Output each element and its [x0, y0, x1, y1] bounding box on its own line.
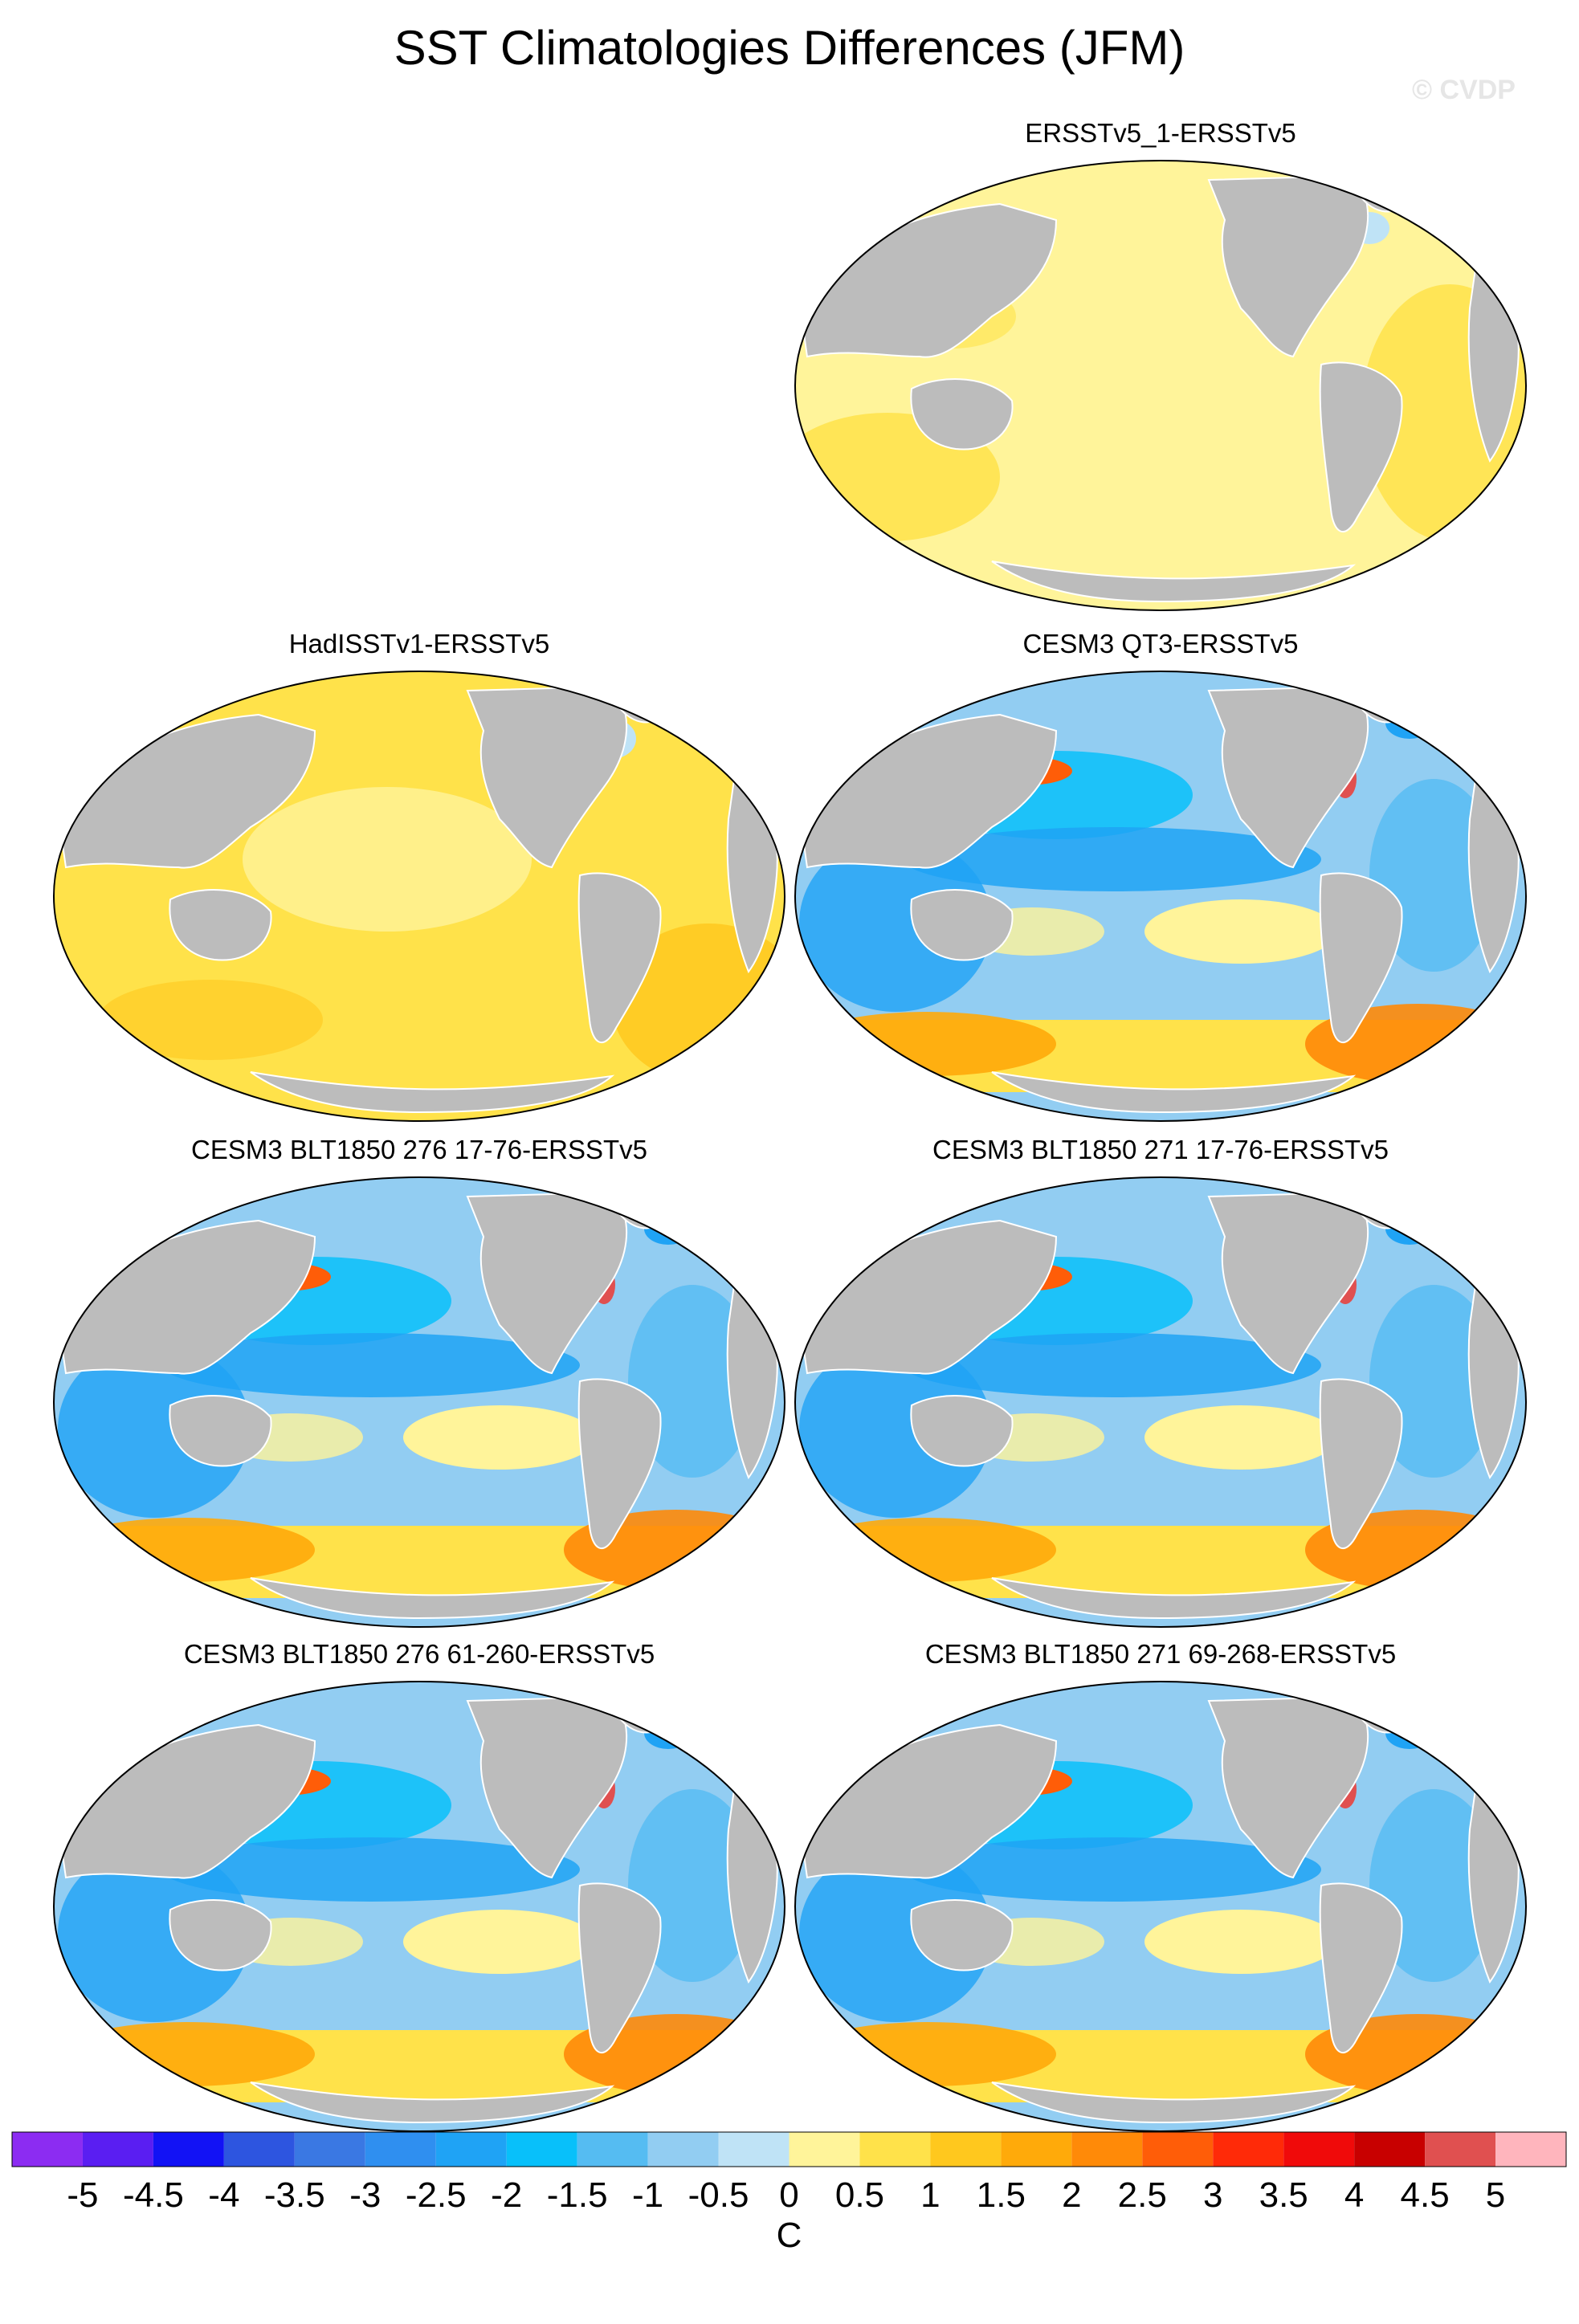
colorbar-tick-label: 4.5	[1401, 2175, 1450, 2215]
colorbar-box	[365, 2132, 436, 2167]
map-globe	[794, 1176, 1527, 1628]
map-panel-ersstv5-1: ERSSTv5_1-ERSSTv5	[791, 117, 1530, 615]
colorbar-tick-label: 3.5	[1259, 2175, 1308, 2215]
colorbar-box	[789, 2132, 860, 2167]
page-title: SST Climatologies Differences (JFM)	[394, 21, 1185, 75]
colorbar-tick-label: -1	[632, 2175, 663, 2215]
colorbar-box	[859, 2132, 931, 2167]
colorbar-box	[223, 2132, 295, 2167]
watermark: © CVDP	[1412, 75, 1516, 105]
colorbar-box	[647, 2132, 719, 2167]
colorbar-box	[1001, 2132, 1072, 2167]
map-globe	[794, 1681, 1527, 2132]
colorbar-tick-label: -2	[491, 2175, 522, 2215]
colorbar-tick-label: 2	[1062, 2175, 1081, 2215]
colorbar-tick-label: -1.5	[547, 2175, 608, 2215]
colorbar-tick-label: 4	[1344, 2175, 1364, 2215]
colorbar-tick-label: -3	[349, 2175, 381, 2215]
panel-title: CESM3 BLT1850 271 17-76-ERSSTv5	[932, 1135, 1389, 1164]
colorbar-box	[577, 2132, 648, 2167]
panel-title: CESM3 BLT1850 276 17-76-ERSSTv5	[190, 1135, 647, 1164]
map-panel-blt1850-276-61-260: CESM3 BLT1850 276 61-260-ERSSTv5	[50, 1638, 789, 2136]
colorbar-tick-label: -4.5	[123, 2175, 184, 2215]
map-panel-blt1850-276-17-76: CESM3 BLT1850 276 17-76-ERSSTv5	[50, 1134, 789, 1632]
colorbar-tick-label: -0.5	[688, 2175, 749, 2215]
map-globe	[794, 671, 1527, 1122]
colorbar-box	[153, 2132, 224, 2167]
colorbar-tick-label: 0	[779, 2175, 798, 2215]
colorbar-box	[1213, 2132, 1284, 2167]
colorbar-tick-label: 3	[1203, 2175, 1222, 2215]
panel-title: CESM3 BLT1850 271 69-268-ERSSTv5	[924, 1639, 1397, 1669]
colorbar-tick-label: -3.5	[264, 2175, 325, 2215]
map-panel-hadisst: HadISSTv1-ERSSTv5	[50, 628, 789, 1126]
colorbar-tick-label: 0.5	[835, 2175, 884, 2215]
map-panel-blt1850-271-17-76: CESM3 BLT1850 271 17-76-ERSSTv5	[791, 1134, 1530, 1632]
colorbar-outline	[11, 2131, 1567, 2167]
panel-title: CESM3 QT3-ERSSTv5	[1022, 629, 1299, 658]
colorbar-box	[1425, 2132, 1496, 2167]
map-panel-blt1850-271-69-268: CESM3 BLT1850 271 69-268-ERSSTv5	[791, 1638, 1530, 2136]
panel-title: HadISSTv1-ERSSTv5	[288, 629, 550, 658]
colorbar-box	[294, 2132, 365, 2167]
panel-title: CESM3 BLT1850 276 61-260-ERSSTv5	[183, 1639, 655, 1669]
colorbar-tick-label: 1.5	[977, 2175, 1026, 2215]
colorbar-tick-label: 5	[1486, 2175, 1505, 2215]
colorbar-tick-label: 1	[920, 2175, 940, 2215]
map-panel-cesm3-qt3: CESM3 QT3-ERSSTv5	[791, 628, 1530, 1126]
map-globe	[53, 1681, 785, 2132]
colorbar-tick-label: -2.5	[406, 2175, 467, 2215]
colorbar-tick-label: -5	[67, 2175, 98, 2215]
colorbar-box	[1354, 2132, 1426, 2167]
map-globe	[794, 160, 1527, 611]
colorbar-box	[1495, 2132, 1566, 2167]
map-globe	[53, 1176, 785, 1628]
colorbar-tick-label: 2.5	[1118, 2175, 1167, 2215]
colorbar-box	[435, 2132, 507, 2167]
colorbar-tick-label: -4	[208, 2175, 239, 2215]
colorbar-box	[1071, 2132, 1143, 2167]
colorbar-box	[718, 2132, 790, 2167]
colorbar-box	[1283, 2132, 1355, 2167]
map-globe	[53, 671, 785, 1122]
panel-title: ERSSTv5_1-ERSSTv5	[1025, 118, 1296, 148]
colorbar-box	[82, 2132, 153, 2167]
colorbar-box	[1142, 2132, 1214, 2167]
colorbar-box	[930, 2132, 1002, 2167]
colorbar-unit-label: C	[777, 2216, 802, 2255]
colorbar-box	[12, 2132, 83, 2167]
colorbar-box	[506, 2132, 577, 2167]
